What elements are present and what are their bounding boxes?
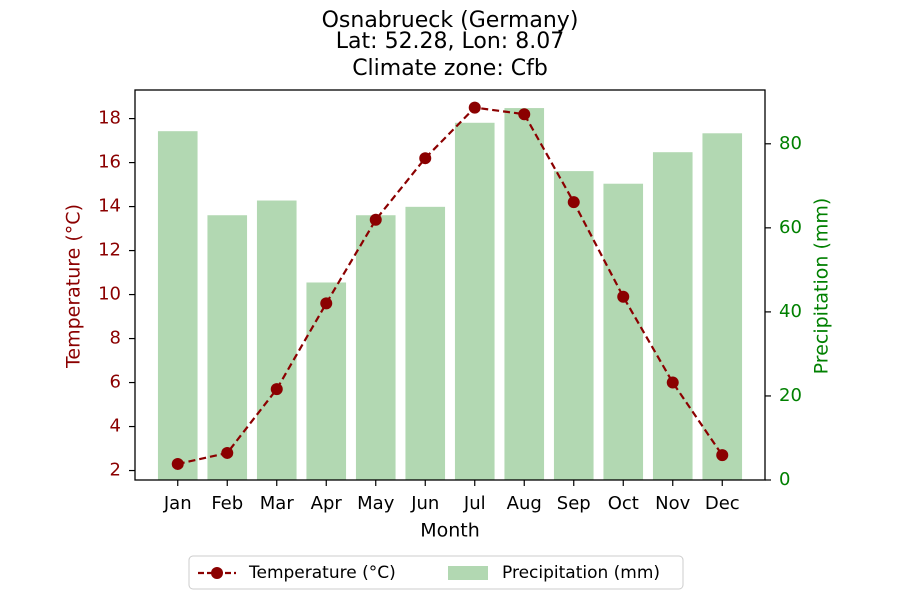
legend-temperature-marker-icon xyxy=(211,567,223,579)
y-axis-right-label: Precipitation (mm) xyxy=(811,198,833,375)
legend-box xyxy=(188,555,684,590)
y-right-tick-label: 0 xyxy=(779,469,790,490)
temperature-point xyxy=(419,152,432,165)
precipitation-bar xyxy=(454,122,495,480)
precipitation-bar xyxy=(405,206,446,480)
temperature-series-line xyxy=(177,106,724,466)
legend-temperature-label: Temperature (°C) xyxy=(248,563,396,583)
y-right-tick-label: 40 xyxy=(779,301,802,322)
x-tick-label: Jun xyxy=(410,493,439,514)
y-right-tick-label: 80 xyxy=(779,133,802,154)
y-left-tick-label: 6 xyxy=(110,372,121,393)
x-axis-label: Month xyxy=(420,520,480,542)
precipitation-bar xyxy=(157,131,198,480)
y-axis-right: 0 20 40 60 80 xyxy=(765,133,802,490)
chart-title-line-1: Osnabrueck (Germany) xyxy=(322,8,579,33)
legend-precipitation-label: Precipitation (mm) xyxy=(502,563,660,583)
temperature-point xyxy=(518,108,531,121)
y-left-tick-label: 14 xyxy=(98,196,121,217)
precipitation-bar xyxy=(207,215,248,481)
precipitation-bar xyxy=(553,171,594,480)
x-tick-label: Oct xyxy=(608,493,639,514)
temperature-point xyxy=(171,457,184,470)
temperature-point xyxy=(666,376,679,389)
x-axis: Jan Feb Mar Apr May Jun Jul Aug Sep Oct Nov Dec xyxy=(163,480,740,514)
plot-frame xyxy=(134,89,766,481)
y-left-tick-label: 16 xyxy=(98,152,121,173)
temperature-point xyxy=(320,297,333,310)
x-tick-label: Dec xyxy=(705,493,740,514)
y-right-tick-label: 60 xyxy=(779,217,802,238)
y-axis-left-label: Temperature (°C) xyxy=(63,204,85,369)
y-axis-left: 2 4 6 8 10 12 14 16 18 xyxy=(98,108,135,481)
precipitation-bar xyxy=(603,183,644,481)
x-tick-label: Apr xyxy=(311,493,343,514)
y-left-tick-label: 8 xyxy=(110,328,121,349)
legend: Temperature (°C) Precipitation (mm) xyxy=(188,555,684,590)
temperature-point xyxy=(221,446,234,459)
y-left-tick-label: 2 xyxy=(110,460,121,481)
chart-title-line-2: Lat: 52.28, Lon: 8.07 xyxy=(336,29,564,54)
y-left-tick-label: 18 xyxy=(98,108,121,129)
y-right-tick-label: 20 xyxy=(779,385,802,406)
temperature-point xyxy=(716,449,729,462)
x-tick-label: Sep xyxy=(557,493,591,514)
temperature-point xyxy=(567,196,580,209)
precipitation-bars xyxy=(157,108,743,481)
temperature-point xyxy=(369,213,382,226)
temperature-point xyxy=(468,101,481,114)
legend-precipitation-swatch-icon xyxy=(448,566,488,580)
chart-title-line-3: Climate zone: Cfb xyxy=(352,56,548,81)
precipitation-bar xyxy=(652,152,693,480)
x-tick-label: Jul xyxy=(463,493,486,514)
chart-title: Osnabrueck (Germany) Lat: 52.28, Lon: 8.… xyxy=(322,8,579,81)
x-tick-label: Nov xyxy=(655,493,690,514)
x-tick-label: Feb xyxy=(211,493,243,514)
x-tick-label: May xyxy=(357,493,395,514)
x-tick-label: Jan xyxy=(163,493,192,514)
x-tick-label: Aug xyxy=(507,493,542,514)
precipitation-bar xyxy=(306,282,347,480)
y-left-tick-label: 10 xyxy=(98,284,121,305)
precipitation-bar xyxy=(504,108,545,481)
temperature-point xyxy=(617,290,630,303)
precipitation-bar xyxy=(355,215,396,481)
y-left-tick-label: 4 xyxy=(110,416,121,437)
precipitation-bar xyxy=(702,133,743,481)
y-left-tick-label: 12 xyxy=(98,240,121,261)
precipitation-bar xyxy=(256,200,297,480)
temperature-line xyxy=(171,101,729,470)
x-tick-label: Mar xyxy=(260,493,295,514)
temperature-point xyxy=(270,383,283,396)
